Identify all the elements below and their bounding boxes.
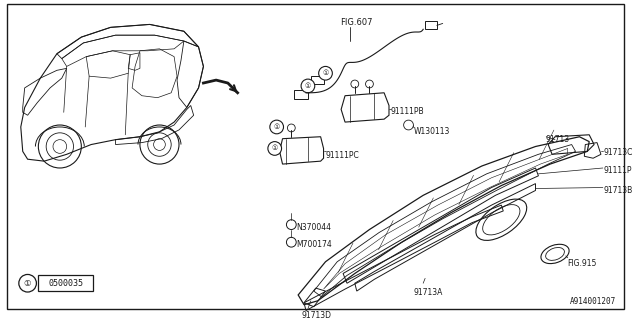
Text: A914001207: A914001207 — [570, 297, 616, 306]
Text: 91713C: 91713C — [604, 148, 633, 157]
Circle shape — [268, 142, 282, 155]
Text: 91111PB: 91111PB — [391, 108, 424, 116]
Text: 91713D: 91713D — [301, 311, 331, 320]
Text: 91713A: 91713A — [413, 288, 443, 297]
Bar — [425, 21, 437, 29]
Text: ①: ① — [273, 124, 280, 130]
Text: 91111P: 91111P — [604, 166, 632, 175]
Circle shape — [301, 79, 315, 93]
Bar — [38, 276, 93, 291]
Text: W130113: W130113 — [413, 127, 450, 136]
Bar — [294, 90, 308, 99]
Text: ①: ① — [24, 279, 31, 288]
Text: 91111PC: 91111PC — [326, 151, 359, 160]
Text: FIG.915: FIG.915 — [568, 259, 597, 268]
Text: ①: ① — [323, 70, 328, 76]
Circle shape — [270, 120, 284, 134]
Circle shape — [19, 275, 36, 292]
Text: 0500035: 0500035 — [48, 279, 83, 288]
Text: ①: ① — [271, 146, 278, 151]
Bar — [311, 76, 324, 84]
Text: FIG.607: FIG.607 — [340, 18, 372, 27]
Text: M700174: M700174 — [296, 240, 332, 249]
Text: 91713: 91713 — [545, 135, 570, 144]
Text: 91713B: 91713B — [604, 186, 633, 195]
Circle shape — [319, 67, 332, 80]
Text: ①: ① — [305, 83, 311, 89]
Text: N370044: N370044 — [296, 223, 332, 232]
